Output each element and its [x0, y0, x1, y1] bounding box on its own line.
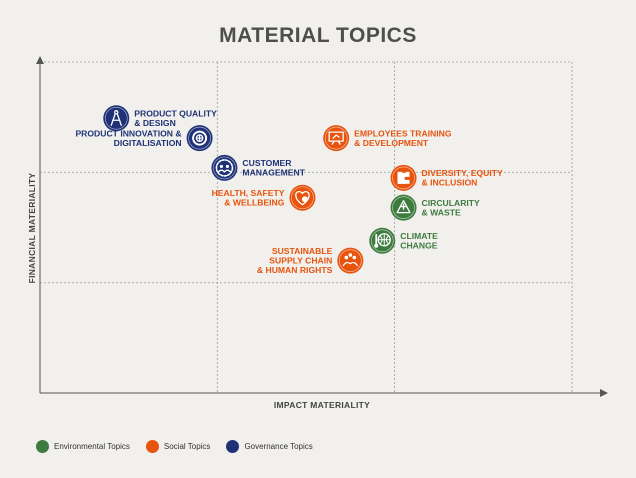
topic-label: CHANGE	[400, 240, 438, 250]
people-gear-icon	[215, 159, 234, 177]
topic-social: HEALTH, SAFETY& WELLBEING	[212, 184, 316, 211]
chart-title: MATERIAL TOPICS	[219, 24, 417, 47]
topic-label: & HUMAN RIGHTS	[257, 265, 333, 275]
heart-plus-icon	[295, 191, 310, 206]
globe-thermometer-icon	[374, 233, 391, 248]
topic-marker	[323, 125, 350, 152]
topic-label: & DESIGN	[134, 118, 176, 128]
puzzle-icon	[397, 171, 410, 184]
topic-label: & WASTE	[422, 207, 461, 217]
topic-marker	[211, 154, 238, 181]
topic-label: PRODUCT INNOVATION &	[75, 128, 181, 138]
topic-label: PRODUCT QUALITY	[134, 109, 217, 119]
topic-label: HEALTH, SAFETY	[212, 188, 285, 198]
topic-social: EMPLOYEES TRAINING& DEVELOPMENT	[323, 125, 452, 152]
topic-label: CIRCULARITY	[422, 198, 481, 208]
presentation-icon	[328, 131, 344, 145]
legend-item-governance: Governance Topics	[226, 439, 313, 453]
topic-label: DIGITALISATION	[114, 138, 182, 148]
topic-label: CUSTOMER	[242, 158, 292, 168]
legend-item-social: Social Topics	[145, 439, 211, 453]
legend-dot-social	[145, 439, 159, 453]
grid-lines	[40, 61, 573, 393]
legend-item-environmental: Environmental Topics	[36, 439, 130, 453]
legend-label: Environmental Topics	[54, 441, 130, 451]
topic-label: CLIMATE	[400, 231, 438, 241]
topic-label: & DEVELOPMENT	[354, 138, 429, 148]
topic-label: EMPLOYEES TRAINING	[354, 128, 452, 138]
topic-label: SUPPLY CHAIN	[269, 256, 332, 266]
legend-label: Governance Topics	[244, 441, 313, 451]
supply-chain-icon	[342, 253, 358, 267]
topic-social: DIVERSITY, EQUITY& INCLUSION	[390, 164, 503, 191]
legend-dot-governance	[226, 439, 240, 453]
y-axis-label: FINANCIAL MATERIALITY	[27, 173, 37, 284]
topic-label: SUSTAINABLE	[272, 246, 333, 256]
topic-label: & WELLBEING	[224, 197, 284, 207]
x-axis-label: IMPACT MATERIALITY	[274, 400, 370, 410]
legend-dot-environmental	[36, 439, 49, 453]
recycle-icon	[396, 199, 411, 214]
topic-environmental: CIRCULARITY& WASTE	[390, 194, 481, 221]
topic-label: MANAGEMENT	[242, 168, 305, 178]
legend-label: Social Topics	[163, 441, 211, 451]
topic-marker	[103, 105, 130, 132]
topic-governance: PRODUCT QUALITY& DESIGN	[103, 105, 217, 132]
legend: Environmental Topics Social Topics Gover…	[36, 438, 329, 454]
topic-marker	[337, 247, 364, 274]
topic-governance: PRODUCT INNOVATION &DIGITALISATION	[75, 125, 213, 152]
innovation-gear-icon	[192, 130, 208, 146]
topic-label: & INCLUSION	[422, 178, 478, 188]
compass-icon	[110, 110, 122, 126]
topic-label: DIVERSITY, EQUITY	[422, 168, 503, 178]
